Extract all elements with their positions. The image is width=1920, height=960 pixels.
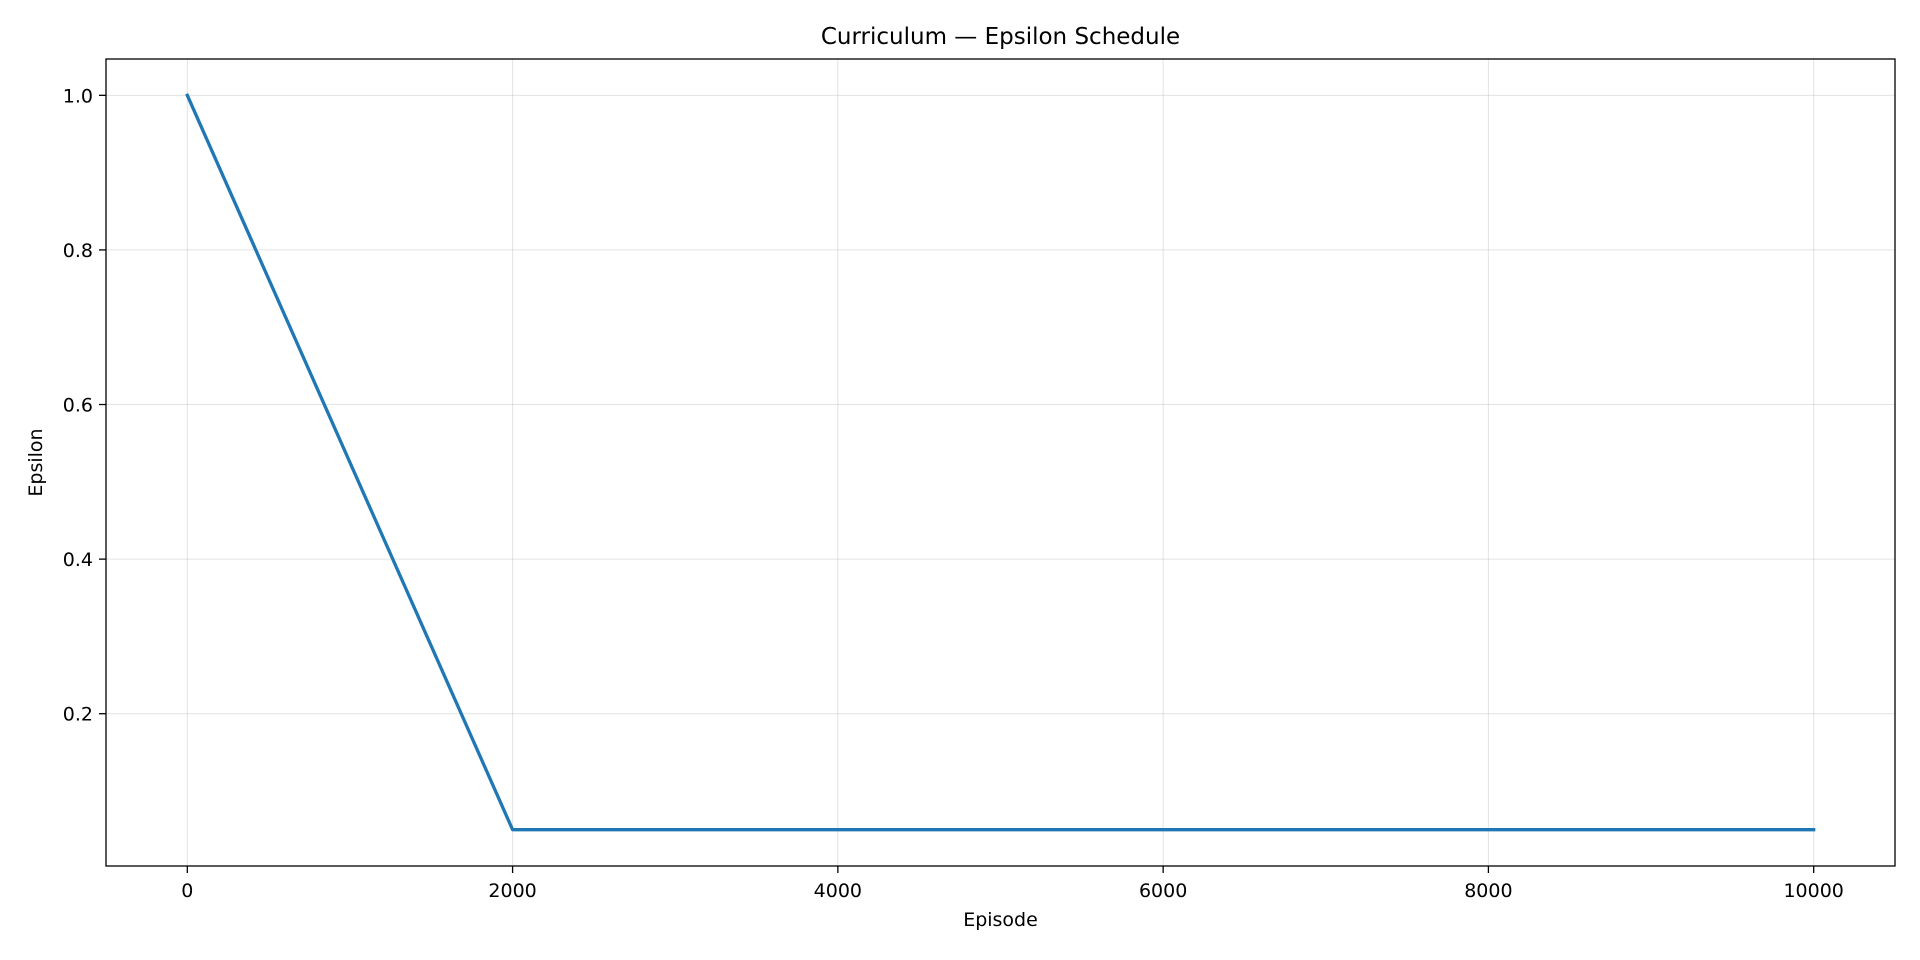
y-tick-label: 1.0 bbox=[63, 85, 93, 107]
x-tick-label: 6000 bbox=[1139, 880, 1187, 902]
axis-ticks: 0 2000 4000 6000 8000 10000 0.2 0.4 0.6 0.8 1.0 bbox=[63, 85, 1844, 902]
series-layer bbox=[185, 93, 1816, 832]
x-axis-label: Episode bbox=[963, 909, 1038, 931]
x-tick-label: 0 bbox=[181, 880, 193, 902]
x-tick-label: 10000 bbox=[1783, 880, 1843, 902]
grid bbox=[106, 59, 1895, 866]
y-tick-label: 0.8 bbox=[63, 240, 93, 262]
y-tick-label: 0.6 bbox=[63, 395, 93, 417]
plot-frame bbox=[105, 58, 1896, 867]
y-axis-label: Epsilon bbox=[25, 428, 47, 496]
chart-title: Curriculum — Epsilon Schedule bbox=[821, 24, 1180, 50]
y-tick-label: 0.4 bbox=[63, 549, 93, 571]
x-tick-label: 8000 bbox=[1464, 880, 1512, 902]
x-tick-label: 4000 bbox=[814, 880, 862, 902]
y-tick-label: 0.2 bbox=[63, 704, 93, 726]
x-tick-label: 2000 bbox=[488, 880, 536, 902]
series-line-0 bbox=[185, 93, 1816, 832]
